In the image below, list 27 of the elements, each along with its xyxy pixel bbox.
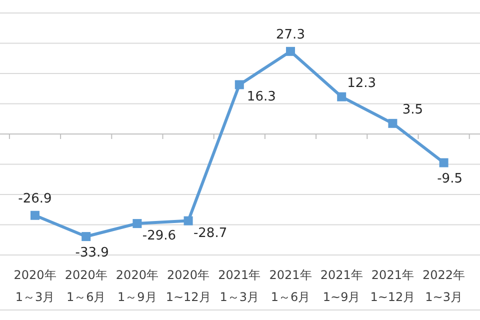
x-tick-label: 2021年 1~12月	[370, 268, 416, 304]
data-label: 27.3	[276, 27, 305, 42]
point	[30, 210, 40, 220]
data-label: -28.7	[193, 226, 228, 241]
point	[82, 232, 91, 242]
x-tick-label: 2021年 1～3月	[218, 268, 261, 304]
x-tick-label: 2020年 1～3月	[14, 268, 56, 304]
point	[234, 80, 244, 90]
point	[184, 216, 193, 226]
data-label: -29.6	[142, 228, 176, 244]
data-label: 16.3	[246, 90, 276, 105]
x-tick-label: 2020年 1～6月	[64, 268, 108, 304]
x-tick-label: 2021年 1~9月	[320, 268, 363, 304]
data-label: -9.5	[437, 172, 462, 187]
point	[286, 46, 295, 56]
point	[388, 118, 398, 128]
data-label: -26.9	[18, 191, 52, 206]
data-label: 12.3	[347, 76, 376, 91]
x-tick-label: 2022年 1~3月	[422, 268, 466, 304]
x-tick-label: 2021年 1～6月	[269, 268, 312, 304]
data-label: -33.9	[75, 246, 109, 261]
data-label: 3.5	[402, 102, 424, 118]
point	[132, 219, 142, 228]
point	[337, 92, 346, 102]
x-tick-label: 2020年 1~12月	[166, 268, 211, 304]
x-tick-label: 2020年 1～9月	[116, 268, 158, 304]
point	[439, 158, 448, 168]
